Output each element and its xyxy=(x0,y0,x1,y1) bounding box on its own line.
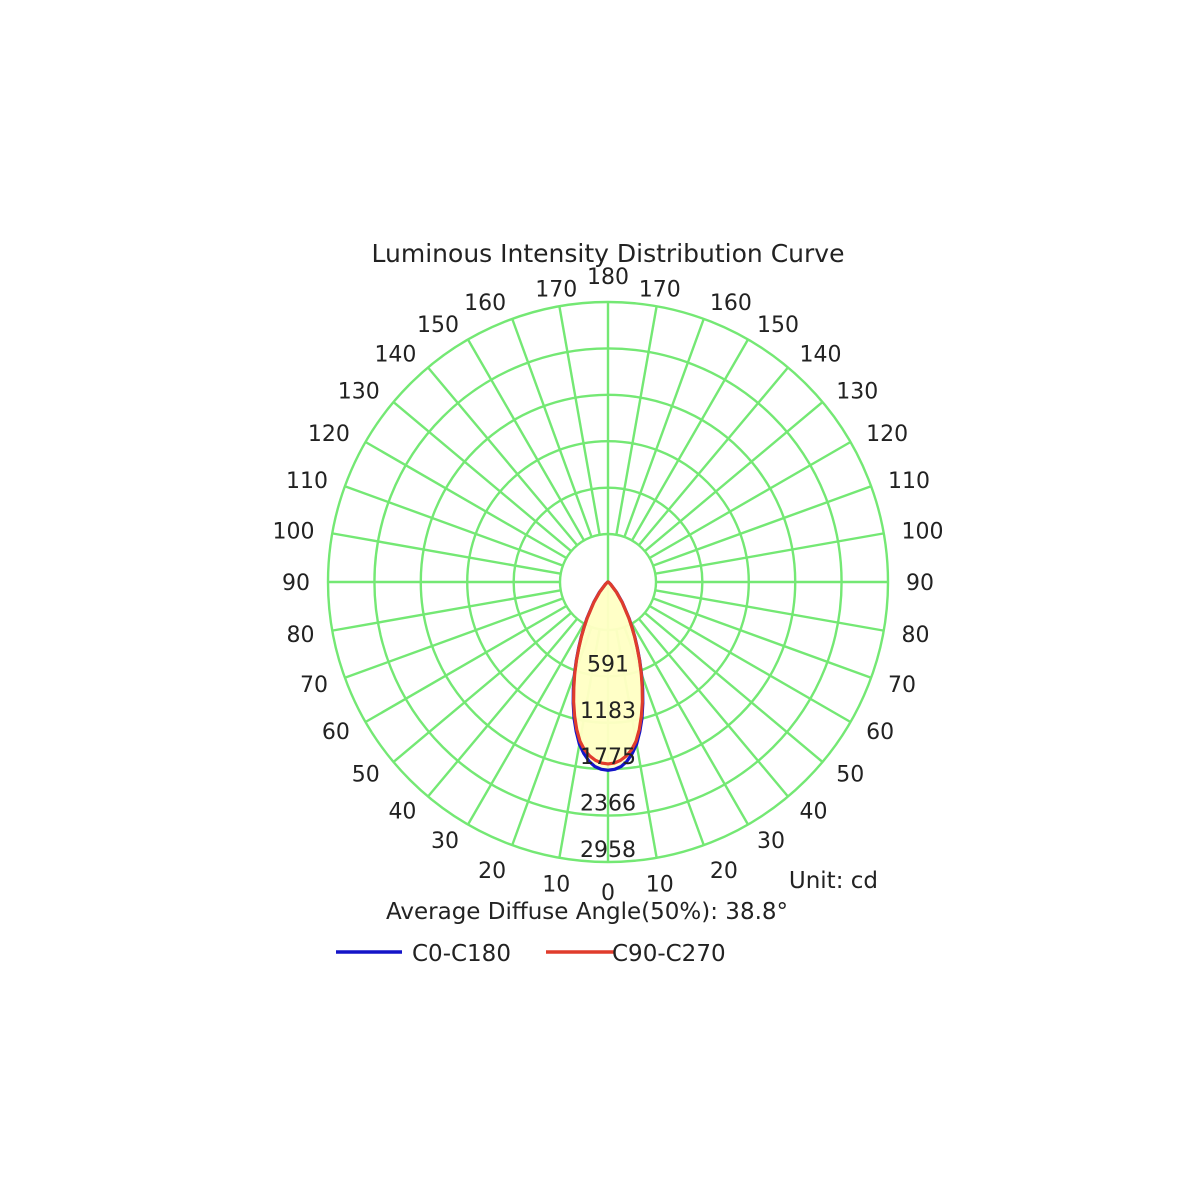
legend-label-c0-c180: C0-C180 xyxy=(412,941,511,967)
legend: C0-C180 C90-C270 xyxy=(336,941,726,967)
angle-label-left: 70 xyxy=(300,673,328,698)
angle-label-right: 80 xyxy=(901,623,929,648)
angle-label-right: 10 xyxy=(646,872,674,897)
radial-tick-label: 591 xyxy=(587,652,629,677)
angle-label-left: 30 xyxy=(431,829,459,854)
intensity-fill xyxy=(573,582,643,771)
grid-spoke xyxy=(655,589,884,632)
angle-label-left: 10 xyxy=(542,872,570,897)
legend-label-c90-c270: C90-C270 xyxy=(612,941,726,967)
angle-label-left: 110 xyxy=(286,469,328,494)
series-line-c90-c270 xyxy=(572,580,644,766)
angle-label-right: 170 xyxy=(639,278,681,303)
grid-spoke xyxy=(637,617,789,798)
angle-label-left: 100 xyxy=(273,519,315,544)
grid-spoke xyxy=(364,440,568,560)
grid-spoke xyxy=(648,440,852,560)
angle-label-left: 160 xyxy=(464,291,506,316)
angle-label-right: 60 xyxy=(866,720,894,745)
angle-label-left: 20 xyxy=(478,859,506,884)
grid-spoke xyxy=(615,306,658,535)
grid-spoke xyxy=(655,532,884,575)
grid-spoke xyxy=(643,611,824,763)
grid-spoke xyxy=(427,366,579,547)
chart-title: Luminous Intensity Distribution Curve xyxy=(372,239,845,268)
radial-tick-label: 1775 xyxy=(580,745,636,770)
angle-label-right: 90 xyxy=(906,571,934,596)
grid-spoke xyxy=(643,401,824,553)
angle-label-right: 70 xyxy=(888,673,916,698)
grid-spoke xyxy=(648,604,852,724)
grid-spoke xyxy=(511,318,593,538)
grid-spoke xyxy=(427,617,579,798)
diffuse-angle-note: Average Diffuse Angle(50%): 38.8° xyxy=(386,899,788,925)
grid-spoke xyxy=(466,622,586,826)
grid-spoke xyxy=(344,485,564,567)
angle-label-left: 80 xyxy=(287,623,315,648)
angle-label-right: 110 xyxy=(888,469,930,494)
grid-spoke xyxy=(392,611,573,763)
angle-label-right: 50 xyxy=(836,763,864,788)
grid-spoke xyxy=(623,318,705,538)
grid-spoke xyxy=(332,532,561,575)
angle-label-right: 20 xyxy=(710,859,738,884)
angle-label-left: 150 xyxy=(417,313,459,338)
unit-label: Unit: cd xyxy=(789,868,878,894)
angle-label-left: 130 xyxy=(338,379,380,404)
intensity-curves xyxy=(571,580,645,772)
angle-label-right: 150 xyxy=(757,313,799,338)
angle-label-left: 40 xyxy=(388,799,416,824)
angle-label-right: 40 xyxy=(800,799,828,824)
grid-spoke xyxy=(392,401,573,553)
grid-spoke xyxy=(652,597,872,679)
angle-label-left: 120 xyxy=(308,422,350,447)
grid-spoke xyxy=(466,338,586,542)
angle-label-left: 180 xyxy=(587,265,629,290)
angle-label-left: 90 xyxy=(282,571,310,596)
grid-spoke xyxy=(630,622,750,826)
grid-spoke xyxy=(652,485,872,567)
angle-label-left: 170 xyxy=(535,278,577,303)
grid-spoke xyxy=(630,338,750,542)
angle-label-left: 0 xyxy=(601,881,615,906)
grid-spoke xyxy=(344,597,564,679)
grid-spoke xyxy=(558,306,601,535)
angle-label-right: 100 xyxy=(901,519,943,544)
grid-spoke xyxy=(637,366,789,547)
angle-label-left: 50 xyxy=(352,763,380,788)
radial-tick-label: 2958 xyxy=(580,838,636,863)
radial-tick-labels: 591 1183 1775 2366 2958 xyxy=(580,652,636,863)
grid-spoke xyxy=(364,604,568,724)
angle-label-right: 130 xyxy=(836,379,878,404)
angle-label-right: 140 xyxy=(800,343,842,368)
grid-spoke xyxy=(332,589,561,632)
angle-label-right: 120 xyxy=(866,422,908,447)
radial-tick-label: 2366 xyxy=(580,792,636,817)
angle-label-right: 30 xyxy=(757,829,785,854)
angle-label-right: 160 xyxy=(710,291,752,316)
angle-tick-labels: 0102030405060708090100110120130140150160… xyxy=(273,265,944,906)
angle-label-left: 60 xyxy=(322,720,350,745)
series-fill-c90-c270 xyxy=(573,582,643,764)
angle-label-left: 140 xyxy=(374,343,416,368)
radial-tick-label: 1183 xyxy=(580,699,636,724)
